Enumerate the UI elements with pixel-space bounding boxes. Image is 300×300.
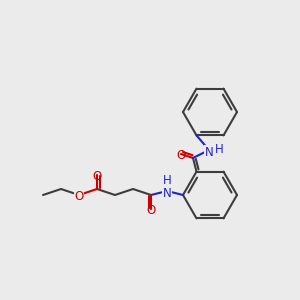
Text: O: O	[146, 204, 156, 217]
Text: N: N	[163, 187, 171, 200]
Text: N: N	[205, 146, 213, 159]
Text: O: O	[74, 190, 84, 203]
Text: H: H	[163, 174, 171, 187]
Text: O: O	[92, 170, 102, 183]
Text: O: O	[176, 149, 186, 162]
Text: H: H	[214, 143, 224, 156]
